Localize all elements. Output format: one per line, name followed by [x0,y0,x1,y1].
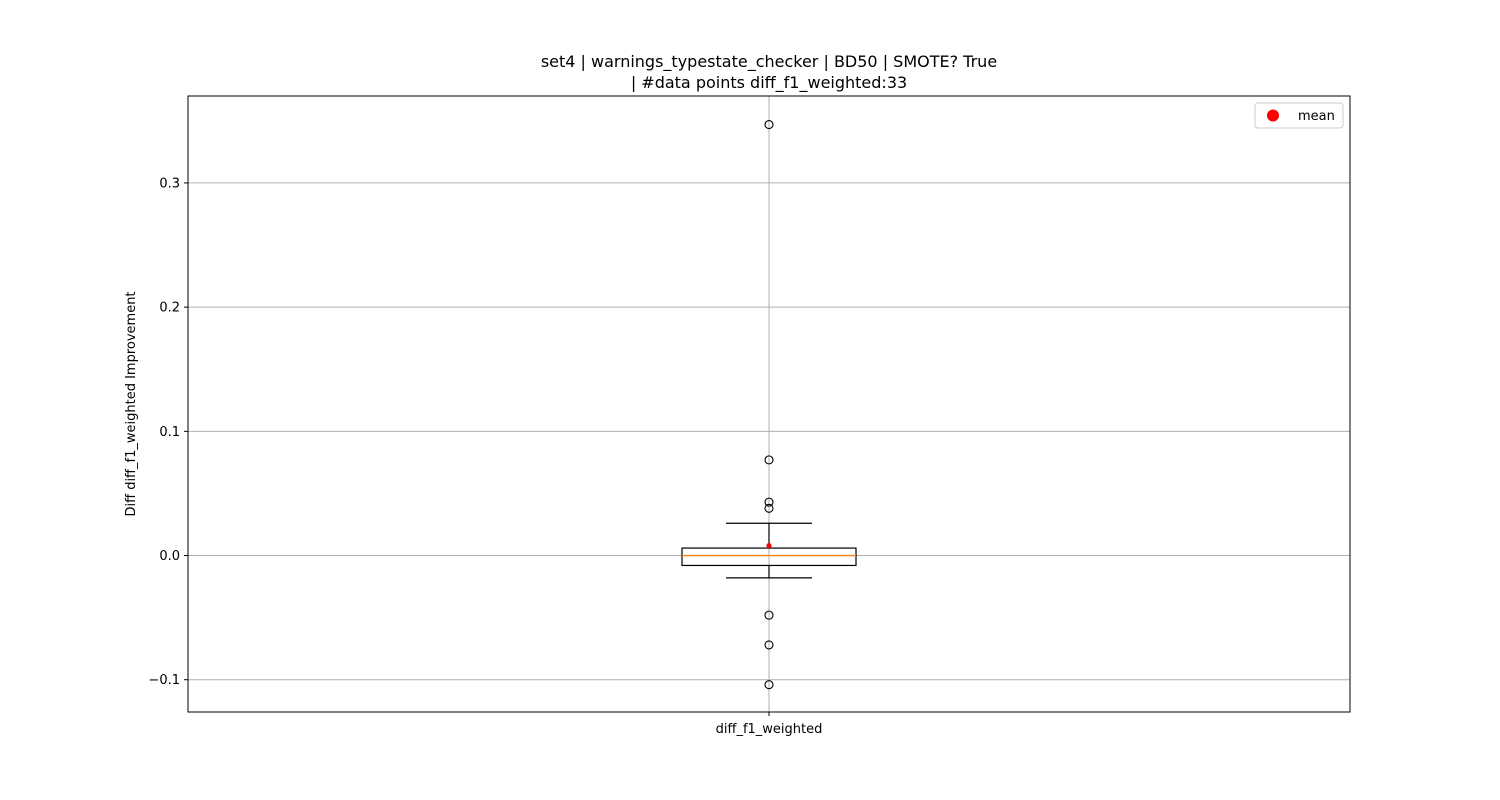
outlier-point [764,610,774,620]
legend-mean-label: mean [1298,109,1335,124]
outlier-point [764,120,774,130]
mean-marker [766,542,772,549]
outlier-point [764,640,774,650]
y-axis-ticks: −0.1 0.0 0.1 0.2 0.3 [148,176,188,688]
y-tick-label: −0.1 [148,673,180,688]
y-tick-label: 0.2 [159,301,180,316]
legend: mean [1254,102,1344,129]
y-tick-label: 0.3 [159,176,180,191]
outlier-point [764,497,774,507]
x-tick-label: diff_f1_weighted [716,722,823,737]
outlier-point [764,680,774,690]
outlier-point [764,455,774,465]
chart-title: set4 | warnings_typestate_checker | BD50… [541,52,997,93]
chart-title-line-1: set4 | warnings_typestate_checker | BD50… [541,52,997,72]
box-plot [681,522,857,579]
outliers [764,120,774,690]
legend-mean-marker [1267,109,1279,122]
y-tick-label: 0.0 [159,549,180,564]
outlier-point [764,503,774,513]
x-axis-ticks: diff_f1_weighted [716,712,823,737]
y-tick-label: 0.1 [159,425,180,440]
y-axis-label: Diff diff_f1_weighted Improvement [124,291,139,516]
grid [188,96,1350,712]
chart-title-line-2: | #data points diff_f1_weighted:33 [631,73,907,93]
legend-box [1254,102,1344,129]
